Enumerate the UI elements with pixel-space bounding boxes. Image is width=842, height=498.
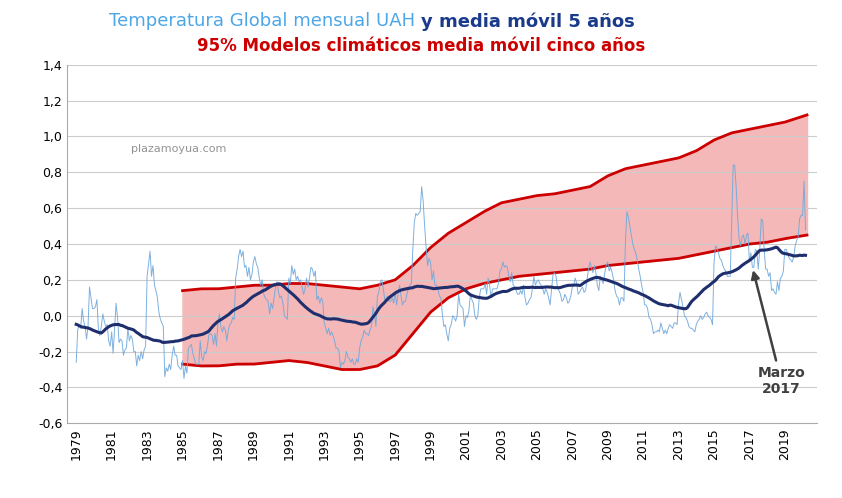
Text: plazamoyua.com: plazamoyua.com	[131, 143, 226, 153]
Text: Temperatura Global mensual UAH: Temperatura Global mensual UAH	[109, 12, 421, 30]
Text: 95% Modelos climáticos media móvil cinco años: 95% Modelos climáticos media móvil cinco…	[197, 37, 645, 55]
Text: y media móvil 5 años: y media móvil 5 años	[421, 12, 635, 31]
Text: Marzo
2017: Marzo 2017	[752, 273, 805, 396]
